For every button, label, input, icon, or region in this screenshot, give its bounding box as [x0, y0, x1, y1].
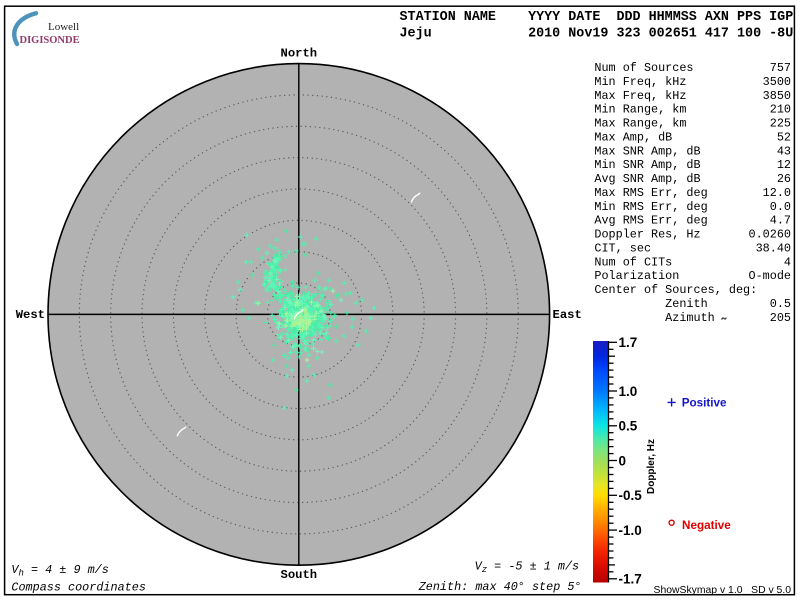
svg-text:Zenith: max 40° step 5°: Zenith: max 40° step 5°: [418, 580, 582, 594]
svg-text:Compass coordinates: Compass coordinates: [11, 581, 146, 595]
svg-text:Vh = 4 ± 9 m/s: Vh = 4 ± 9 m/s: [11, 563, 108, 579]
svg-text:ShowSkymap v 1.0 SD v 5.0: ShowSkymap v 1.0 SD v 5.0: [654, 585, 792, 596]
svg-text:43: 43: [777, 144, 791, 158]
svg-text:Avg RMS Err, deg: Avg RMS Err, deg: [594, 214, 707, 228]
svg-text:0.5: 0.5: [619, 419, 638, 434]
svg-text:26: 26: [777, 172, 791, 186]
svg-text:Max RMS Err, deg: Max RMS Err, deg: [594, 186, 707, 200]
svg-text:North: North: [281, 47, 318, 61]
svg-text:12: 12: [777, 158, 791, 172]
svg-text:Min Range, km: Min Range, km: [594, 103, 686, 117]
svg-text:Max Amp, dB: Max Amp, dB: [594, 130, 672, 144]
svg-text:4.7: 4.7: [770, 214, 791, 228]
svg-text:38.40: 38.40: [756, 241, 791, 255]
svg-text:Negative: Negative: [682, 519, 731, 532]
svg-text:Doppler, Hz: Doppler, Hz: [646, 439, 657, 494]
svg-text:East: East: [553, 308, 582, 322]
svg-text:Min Freq, kHz: Min Freq, kHz: [594, 75, 686, 89]
svg-text:-1.7: -1.7: [619, 572, 642, 587]
svg-text:Jeju 2010 Nov19 323: Jeju 2010 Nov19 323 002651 417 100 -8U: [400, 26, 794, 41]
svg-text:0.0: 0.0: [770, 200, 791, 214]
svg-text:Num of Sources: Num of Sources: [594, 61, 693, 75]
svg-text:Doppler Res, Hz: Doppler Res, Hz: [594, 228, 700, 242]
svg-text:Lowell: Lowell: [48, 21, 79, 33]
svg-text:0.0260: 0.0260: [749, 228, 791, 242]
svg-text:Vz = -5 ± 1 m/s: Vz = -5 ± 1 m/s: [475, 560, 580, 576]
svg-text:Avg SNR Amp, dB: Avg SNR Amp, dB: [594, 172, 700, 186]
svg-text:Num of CITs: Num of CITs: [594, 255, 672, 269]
svg-text:Max Range, km: Max Range, km: [594, 117, 686, 131]
svg-text:225: 225: [770, 117, 791, 131]
svg-text:3850: 3850: [763, 89, 791, 103]
svg-text:4: 4: [784, 255, 791, 269]
svg-text:205: 205: [770, 311, 791, 325]
svg-text:Center of Sources, deg:: Center of Sources, deg:: [594, 283, 757, 297]
svg-text:Zenith: Zenith: [594, 297, 707, 311]
svg-text:West: West: [16, 308, 45, 322]
svg-text:Polarization: Polarization: [594, 269, 679, 283]
svg-text:STATION NAME YYYY DATE DDD: STATION NAME YYYY DATE DDD HHMMSS AXN PP…: [400, 10, 794, 25]
svg-text:Positive: Positive: [682, 397, 727, 410]
svg-text:-0.5: -0.5: [619, 488, 643, 503]
svg-text:Min RMS Err, deg: Min RMS Err, deg: [594, 200, 707, 214]
svg-text:Max SNR Amp, dB: Max SNR Amp, dB: [594, 144, 700, 158]
svg-text:O-mode: O-mode: [749, 269, 791, 283]
svg-text:South: South: [281, 568, 318, 582]
svg-text:Azimuth: Azimuth: [594, 311, 714, 325]
svg-text:Max Freq, kHz: Max Freq, kHz: [594, 89, 686, 103]
svg-text:1.0: 1.0: [619, 384, 638, 399]
svg-text:12.0: 12.0: [763, 186, 791, 200]
svg-text:52: 52: [777, 130, 791, 144]
svg-text:DIGISONDE: DIGISONDE: [20, 35, 80, 46]
svg-text:757: 757: [770, 61, 791, 75]
svg-text:0: 0: [619, 453, 627, 468]
svg-text:0.5: 0.5: [770, 297, 791, 311]
svg-text:1.7: 1.7: [619, 335, 638, 350]
svg-text:CIT, sec: CIT, sec: [594, 241, 651, 255]
svg-text:3500: 3500: [763, 75, 791, 89]
svg-text:Min SNR Amp, dB: Min SNR Amp, dB: [594, 158, 700, 172]
svg-text:-1.0: -1.0: [619, 523, 642, 538]
svg-text:210: 210: [770, 103, 791, 117]
